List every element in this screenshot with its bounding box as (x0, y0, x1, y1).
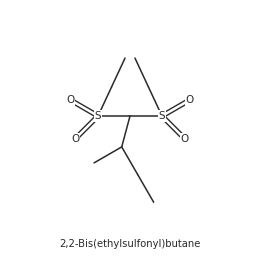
Text: O: O (186, 95, 194, 105)
Text: O: O (180, 134, 189, 144)
Text: S: S (95, 111, 101, 121)
Text: 2,2-Bis(ethylsulfonyl)butane: 2,2-Bis(ethylsulfonyl)butane (59, 239, 201, 249)
Text: O: O (71, 134, 80, 144)
Text: O: O (66, 95, 74, 105)
Text: S: S (159, 111, 165, 121)
